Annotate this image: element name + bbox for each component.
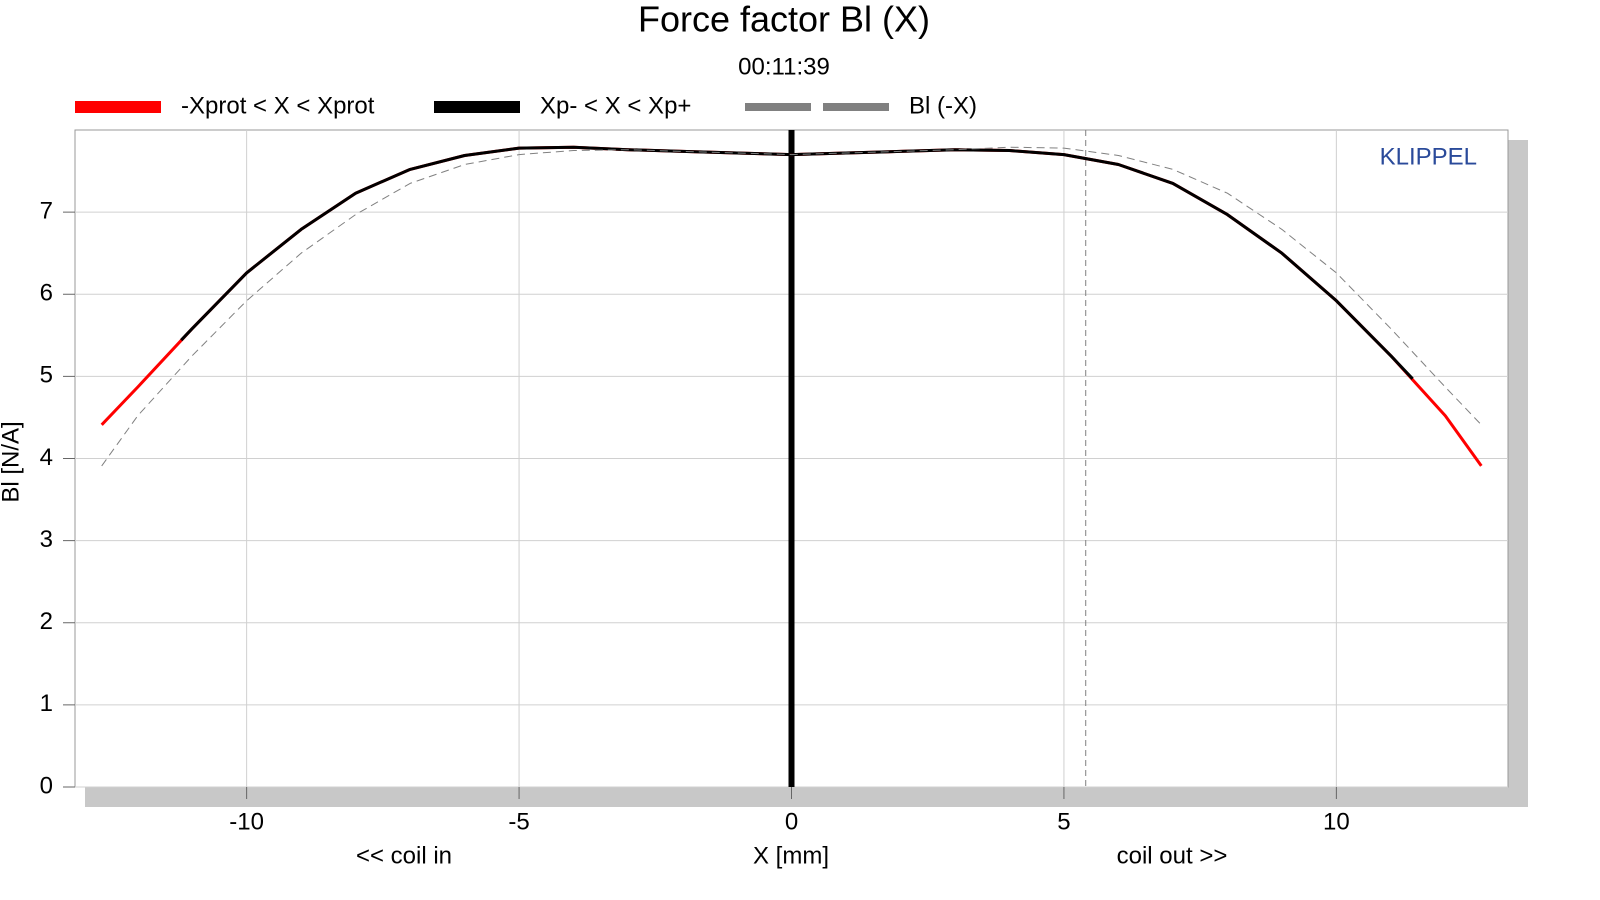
x-tick-label: 0	[785, 808, 798, 835]
x-tick-label: -10	[229, 808, 264, 835]
y-tick-label: 3	[40, 526, 53, 553]
x-tick-label: 10	[1323, 808, 1350, 835]
coil-in-label: << coil in	[356, 842, 452, 869]
coil-out-label: coil out >>	[1117, 842, 1228, 869]
y-tick-label: 1	[40, 690, 53, 717]
y-tick-label: 7	[40, 197, 53, 224]
y-tick-label: 2	[40, 608, 53, 635]
legend-label: -Xprot < X < Xprot	[181, 92, 375, 119]
legend-label: Xp- < X < Xp+	[540, 92, 691, 119]
x-tick-label: 5	[1057, 808, 1070, 835]
series-line	[101, 146, 1482, 467]
chart-title: Force factor Bl (X)	[638, 0, 930, 40]
legend-label: Bl (-X)	[909, 92, 977, 119]
y-tick-label: 4	[40, 444, 53, 471]
y-tick-label: 5	[40, 362, 53, 389]
y-axis-label: Bl [N/A]	[0, 421, 24, 502]
chart-subtitle: 00:11:39	[738, 53, 830, 80]
y-tick-label: 0	[40, 772, 53, 799]
x-tick-label: -5	[508, 808, 529, 835]
brand-label: KLIPPEL	[1380, 143, 1477, 170]
y-tick-label: 6	[40, 280, 53, 307]
x-axis-label: X [mm]	[753, 842, 829, 869]
